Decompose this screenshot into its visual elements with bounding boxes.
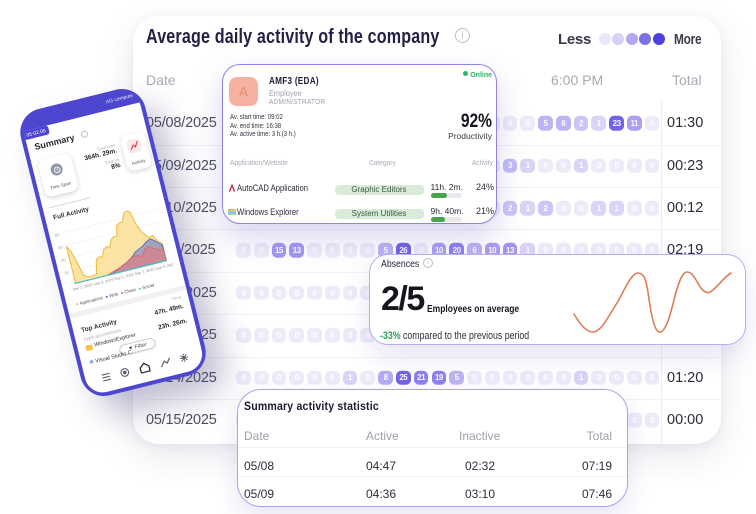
svg-text:40: 40 [61,257,67,263]
svg-text:20: 20 [64,270,70,276]
svg-text:80: 80 [55,232,61,238]
svg-text:60: 60 [58,245,64,251]
